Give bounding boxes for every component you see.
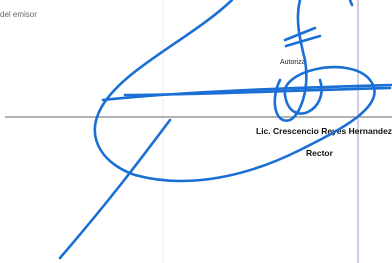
signer-title: Rector [306, 148, 334, 158]
note-text: del emisor [0, 10, 37, 19]
signature-stroke [60, 120, 170, 258]
signature-stroke [350, 0, 352, 5]
page: del emisor Autoriza Lic. Crescencio Reye… [0, 0, 392, 263]
document: del emisor Autoriza Lic. Crescencio Reye… [0, 0, 392, 263]
signer-name: Lic. Crescencio Reyes Hernandez [256, 126, 392, 136]
signature-label: Autoriza [280, 59, 306, 66]
